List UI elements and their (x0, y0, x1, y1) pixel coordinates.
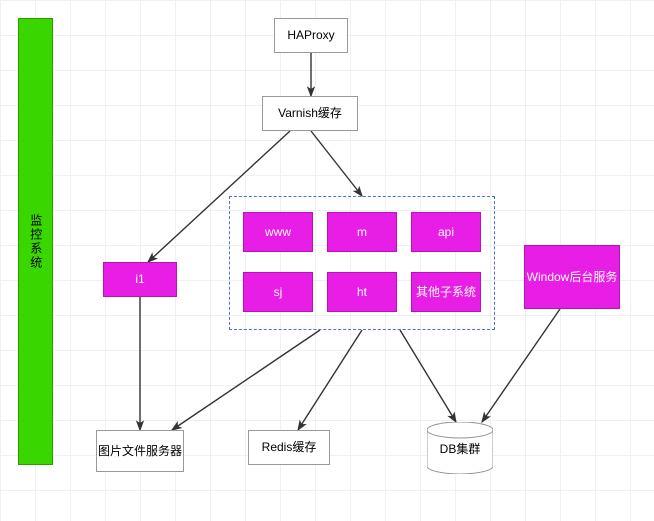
node-db-label: DB集群 (427, 430, 493, 466)
node-imgsvr: 图片文件服务器 (96, 430, 184, 472)
edge (172, 330, 320, 430)
node-redis: Redis缓存 (248, 430, 330, 465)
node-db: DB集群 (427, 422, 493, 474)
node-varnish-label: Varnish缓存 (278, 106, 342, 120)
node-monitor-label: 监控系统 (28, 214, 42, 270)
service-other: 其他子系统 (411, 272, 481, 312)
node-i1-label: i1 (135, 272, 144, 286)
node-windowsvc: Window后台服务 (524, 245, 620, 309)
node-haproxy-label: HAProxy (287, 28, 334, 42)
node-haproxy: HAProxy (274, 18, 348, 53)
node-redis-label: Redis缓存 (262, 440, 317, 454)
service-api: api (411, 212, 481, 252)
node-monitor: 监控系统 (18, 18, 53, 465)
node-windowsvc-label: Window后台服务 (527, 270, 618, 284)
service-ht-label: ht (357, 285, 367, 299)
service-www-label: www (265, 225, 291, 239)
service-api-label: api (438, 225, 454, 239)
diagram-canvas: 监控系统 HAProxy Varnish缓存 i1 Window后台服务图片文件服务器 R… (0, 0, 654, 521)
service-ht: ht (327, 272, 397, 312)
edge (311, 131, 362, 196)
service-sj-label: sj (274, 285, 283, 299)
node-i1: i1 (103, 262, 177, 297)
service-other-label: 其他子系统 (416, 285, 476, 299)
service-m: m (327, 212, 397, 252)
node-varnish: Varnish缓存 (262, 96, 358, 131)
edge (400, 330, 456, 422)
service-m-label: m (357, 225, 367, 239)
service-www: www (243, 212, 313, 252)
node-imgsvr-label: 图片文件服务器 (98, 444, 182, 458)
edge (298, 330, 362, 430)
service-sj: sj (243, 272, 313, 312)
